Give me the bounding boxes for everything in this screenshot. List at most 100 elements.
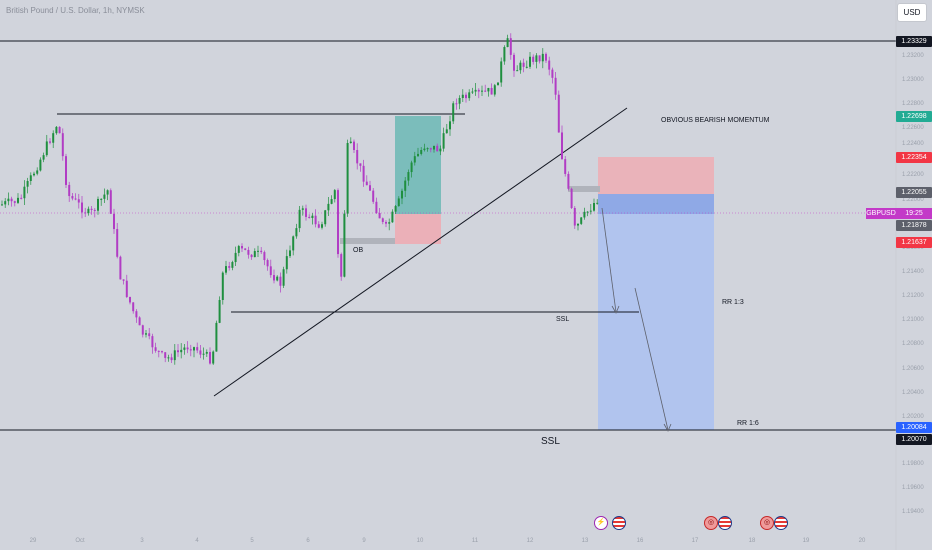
time-axis-tick: 9: [362, 538, 366, 544]
candle-body: [84, 212, 87, 214]
candle-body: [365, 181, 368, 186]
candle-body: [13, 201, 16, 203]
us-flag-event-icon[interactable]: [612, 516, 626, 530]
projection-arrow-1[interactable]: [601, 207, 617, 313]
candle-body: [225, 266, 227, 273]
candle-body: [381, 218, 384, 222]
candle-body: [100, 198, 103, 200]
candle-body: [157, 350, 160, 352]
short-position-entry-zone[interactable]: [598, 194, 714, 214]
candle-body: [484, 90, 487, 92]
candle-body: [106, 190, 109, 195]
candle-body: [461, 94, 464, 98]
bar-countdown-tag: 19:25: [896, 208, 932, 219]
price-tag-sell-level[interactable]: 1.21637: [896, 237, 932, 248]
flash-event-icon[interactable]: ⚡: [594, 516, 608, 530]
candle-body: [298, 209, 301, 229]
candle-body: [138, 317, 141, 326]
candle-body: [468, 92, 471, 99]
multi-event-icon[interactable]: ◎: [760, 516, 774, 530]
time-axis-tick: 19: [802, 538, 810, 544]
price-tag-stop-loss[interactable]: 1.22354: [896, 152, 932, 163]
candle-body: [199, 350, 202, 355]
candle-body: [445, 129, 448, 134]
candle-body: [289, 250, 291, 257]
candle-body: [442, 133, 445, 149]
entry-gray-zone[interactable]: [568, 186, 600, 192]
candle-body: [394, 206, 397, 212]
candle-body: [209, 351, 211, 364]
candle-body: [125, 280, 128, 298]
projection-arrowhead-2: [663, 423, 672, 432]
currency-button[interactable]: USD: [897, 3, 927, 22]
candle-body: [257, 250, 259, 252]
time-axis-tick: 6: [306, 538, 310, 544]
candle-body: [538, 55, 541, 62]
price-tag-top-line[interactable]: 1.23329: [896, 36, 932, 47]
candle-body: [292, 236, 295, 251]
candle-body: [439, 148, 442, 152]
candle-body: [570, 188, 573, 208]
candle-body: [548, 60, 551, 70]
time-axis-tick: 12: [526, 538, 534, 544]
candle-body: [135, 311, 138, 318]
candle-body: [516, 70, 519, 72]
price-tag-bottom-line[interactable]: 1.20070: [896, 434, 932, 445]
time-axis-tick: 17: [691, 538, 699, 544]
candle-body: [231, 262, 234, 268]
price-axis-tick: 1.20600: [902, 366, 924, 372]
candle-body: [170, 357, 173, 361]
price-tag-current[interactable]: 1.21878: [896, 220, 932, 231]
candle-body: [218, 299, 221, 323]
order-block-zone[interactable]: [340, 238, 395, 244]
candle-body: [362, 165, 365, 182]
candle-body: [148, 333, 151, 337]
time-axis-tick: 11: [471, 538, 479, 544]
candle-body: [279, 276, 282, 286]
candle-body: [593, 203, 595, 211]
candle-body: [314, 215, 317, 225]
price-axis-tick: 1.21200: [902, 293, 924, 299]
candle-body: [580, 217, 583, 224]
price-axis-tick: 1.22800: [902, 101, 924, 107]
us-flag-event-icon[interactable]: [718, 516, 732, 530]
candle-body: [305, 208, 307, 217]
candle-body: [388, 222, 391, 224]
candle-body: [183, 347, 186, 350]
candle-body: [449, 121, 451, 130]
candle-body: [589, 210, 592, 212]
price-tag-target[interactable]: 1.20084: [896, 422, 932, 433]
multi-event-icon[interactable]: ◎: [704, 516, 718, 530]
candle-body: [317, 224, 320, 228]
price-tag-entry[interactable]: 1.22055: [896, 187, 932, 198]
candle-body: [276, 276, 279, 281]
short-position-target-zone[interactable]: [598, 214, 714, 430]
candle-body: [151, 336, 154, 348]
projection-arrow-2[interactable]: [634, 287, 669, 431]
candle-body: [180, 349, 183, 353]
candle-body: [215, 322, 218, 352]
short-position-stop-zone[interactable]: [598, 157, 714, 194]
candle-body: [433, 145, 435, 150]
candle-body: [42, 155, 45, 160]
ascending-trendline[interactable]: [213, 107, 628, 397]
long-position-stop-zone[interactable]: [395, 214, 441, 244]
time-axis-tick: 20: [858, 538, 866, 544]
candle-body: [372, 190, 375, 202]
candle-body: [596, 202, 599, 204]
candle-body: [321, 224, 323, 228]
symbol-price-tag[interactable]: GBPUSD: [866, 208, 896, 219]
candle-body: [71, 196, 74, 199]
candle-body: [61, 133, 64, 157]
candle-body: [10, 198, 13, 202]
us-flag-event-icon[interactable]: [774, 516, 788, 530]
candle-body: [202, 353, 205, 355]
candle-body: [455, 103, 458, 105]
price-axis-tick: 1.21000: [902, 317, 924, 323]
candle-body: [145, 333, 147, 335]
price-tag-high[interactable]: 1.22698: [896, 111, 932, 122]
candle-body: [285, 256, 288, 270]
candle-body: [420, 150, 423, 154]
